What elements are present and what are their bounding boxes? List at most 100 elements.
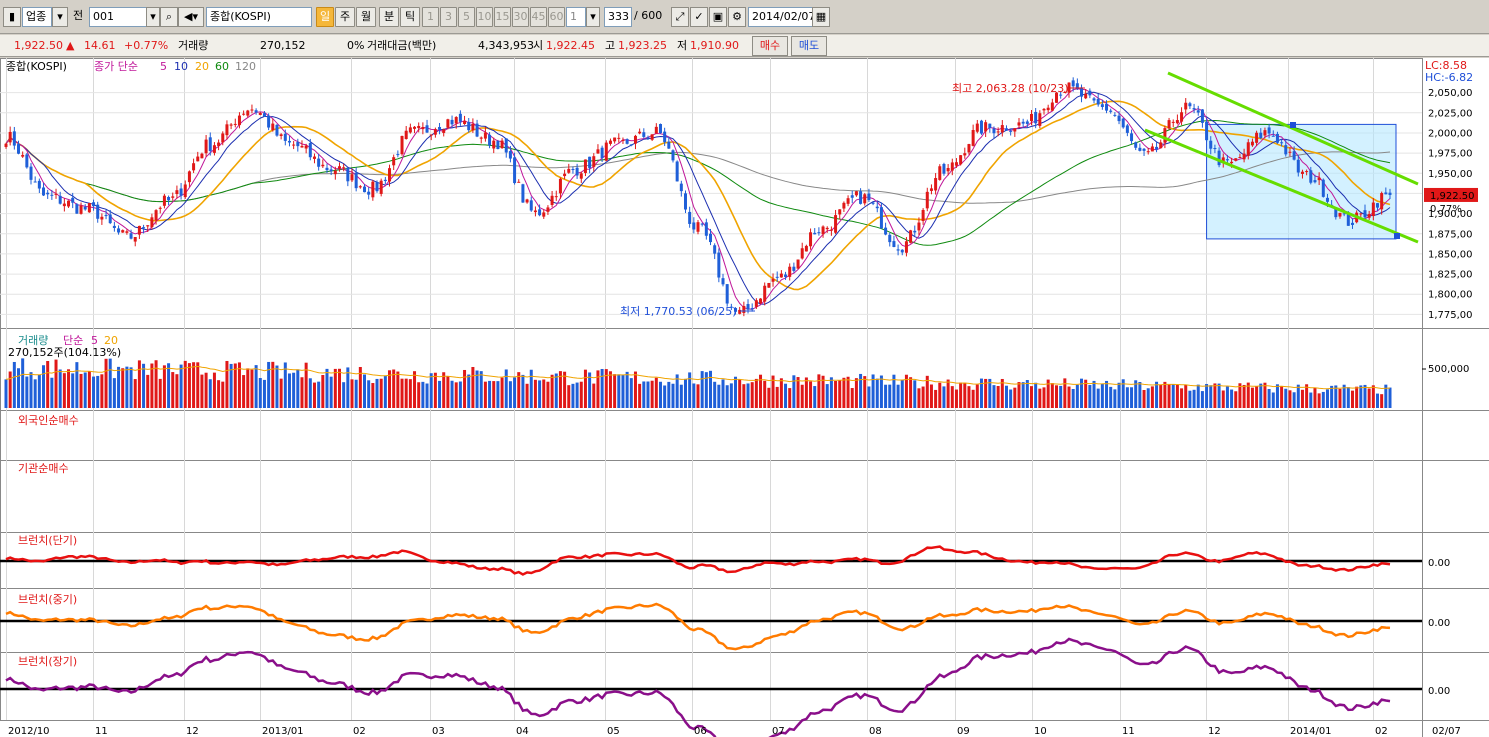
volume-bar	[1200, 391, 1204, 408]
candle-body	[58, 195, 62, 204]
candle-body	[1004, 128, 1008, 131]
chart-zoom-icon[interactable]: ⤢	[671, 7, 689, 27]
candle-body	[1071, 80, 1075, 87]
high-value: 1,923.25	[618, 39, 667, 52]
calendar-icon[interactable]: ▦	[812, 7, 830, 27]
stock-chart[interactable]: 2012/10 11 12 2013/01 02 03 04 05 06 07 08 09 10 11 12…	[0, 58, 1489, 737]
volume-bar	[71, 373, 75, 408]
x-tick-label: 10	[1034, 726, 1047, 737]
candle-body	[892, 241, 896, 247]
code-dropdown-icon[interactable]: ▾	[146, 7, 160, 27]
volume-bar	[317, 381, 321, 408]
box-handle-top	[1290, 122, 1296, 128]
candle-body	[1338, 212, 1342, 217]
candle-body	[721, 278, 725, 285]
search-icon[interactable]: ⌕	[160, 7, 178, 27]
indicator-icon[interactable]: ✓	[690, 7, 708, 27]
volume-bar	[150, 363, 154, 408]
minute-10-button[interactable]: 10	[476, 7, 493, 27]
code-input[interactable]: 001	[89, 7, 147, 27]
market-mode-label: 전	[73, 9, 84, 22]
minute-custom-input[interactable]: 1	[566, 7, 586, 27]
volume-bar	[58, 369, 62, 408]
index-name-field[interactable]: 종합(KOSPI)	[206, 7, 312, 27]
candle-body	[287, 140, 291, 143]
volume-bar	[1055, 385, 1059, 408]
volume-bar	[1121, 379, 1125, 408]
candle-body	[196, 156, 200, 162]
minute-45-button[interactable]: 45	[530, 7, 547, 27]
period-day-button[interactable]: 일	[316, 7, 334, 27]
candle-body	[809, 232, 813, 247]
candle-body	[104, 215, 108, 217]
volume-bar	[1288, 390, 1292, 408]
candle-body	[25, 154, 29, 168]
speaker-icon[interactable]: ◀▾	[178, 7, 204, 27]
candle-body	[654, 126, 658, 134]
volume-bar	[692, 383, 696, 408]
chart-area[interactable]: 2012/10 11 12 2013/01 02 03 04 05 06 07 08 09 10 11 12…	[0, 58, 1489, 737]
volume-bar	[892, 374, 896, 408]
branch-long-title: 브런치(장기)	[18, 655, 77, 668]
volume-bar	[1117, 382, 1121, 408]
candle-body	[1105, 103, 1109, 111]
volume-bar	[988, 378, 992, 408]
volume-bar	[934, 389, 938, 408]
volume-bar	[1255, 386, 1259, 408]
candle-body	[1196, 110, 1200, 113]
volume-bar	[417, 382, 421, 408]
volume-bar	[475, 370, 479, 408]
volume-bar	[350, 379, 354, 408]
volume-bar	[463, 369, 467, 408]
period-month-button[interactable]: 월	[356, 7, 376, 27]
volume-bar	[379, 378, 383, 408]
candle-body	[417, 125, 421, 129]
candle-body	[533, 210, 537, 213]
candle-body	[567, 168, 571, 173]
candle-body	[1242, 153, 1246, 160]
candle-body	[17, 144, 21, 154]
volume-bar	[8, 371, 12, 408]
minute-3-button[interactable]: 3	[440, 7, 457, 27]
minute-1-button[interactable]: 1	[422, 7, 439, 27]
sell-button[interactable]: 매도	[791, 36, 827, 56]
volume-bar	[12, 361, 16, 408]
candle-body	[1259, 132, 1263, 139]
minute-spin-icon[interactable]: ▾	[586, 7, 600, 27]
market-dropdown-icon[interactable]: ▾	[52, 7, 68, 27]
candle-body	[975, 123, 979, 132]
minute-15-button[interactable]: 15	[494, 7, 511, 27]
save-icon[interactable]: ▣	[709, 7, 727, 27]
candle-body	[884, 227, 888, 235]
date-input[interactable]: 2014/02/07	[748, 7, 814, 27]
market-type-label[interactable]: 업종	[22, 7, 52, 27]
minute-5-button[interactable]: 5	[458, 7, 475, 27]
chart-axes: 2012/10 11 12 2013/01 02 03 04 05 06 07 08 09 10 11 12…	[8, 88, 1478, 737]
volume-bar	[725, 385, 729, 408]
candle-body	[1075, 83, 1079, 89]
change-pct-value: +0.77%	[124, 39, 169, 52]
candle-body	[1188, 103, 1192, 107]
volume-bar	[738, 379, 742, 408]
volume-bar	[1146, 388, 1150, 408]
candle-body	[1130, 133, 1134, 142]
candle-body	[1284, 145, 1288, 155]
open-label: 시	[533, 39, 544, 52]
market-type-icon[interactable]: ▮	[3, 7, 21, 27]
volume-bar	[479, 371, 483, 408]
interval-tick-button[interactable]: 틱	[400, 7, 420, 27]
settings-icon[interactable]: ⚙	[728, 7, 746, 27]
volume-bar	[1042, 387, 1046, 408]
count-input[interactable]: 333	[604, 7, 632, 27]
buy-button[interactable]: 매수	[752, 36, 788, 56]
candle-body	[1238, 156, 1242, 158]
candle-body	[554, 196, 558, 198]
period-week-button[interactable]: 주	[335, 7, 355, 27]
interval-minute-button[interactable]: 분	[379, 7, 399, 27]
candle-body	[800, 248, 804, 259]
minute-30-button[interactable]: 30	[512, 7, 529, 27]
candle-body	[158, 207, 162, 209]
volume-bar	[1363, 384, 1367, 408]
minute-60-button[interactable]: 60	[548, 7, 565, 27]
candle-body	[646, 137, 650, 139]
